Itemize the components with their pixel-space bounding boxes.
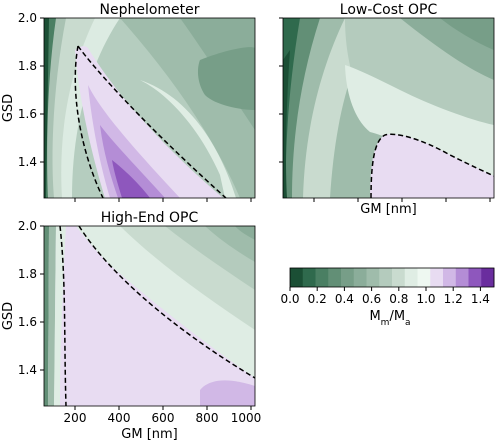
panel-low-cost-opc: Low-Cost OPC GM [ — [279, 2, 495, 217]
dashed-contour-1 — [370, 133, 494, 198]
x-axis-ticks — [74, 198, 252, 202]
y-tick-label: 1.8 — [18, 267, 37, 281]
colorbar-ticks: 0.0 0.2 0.4 0.6 0.8 1.0 1.2 1.4 — [280, 287, 490, 306]
colorbar-tick-label: 0.4 — [335, 292, 354, 306]
colorbar-cell — [443, 268, 457, 287]
colorbar-cell — [341, 268, 355, 287]
colorbar-cell — [290, 268, 304, 287]
colorbar-cell — [404, 268, 418, 287]
y-tick-label: 1.6 — [18, 107, 37, 121]
y-axis: 2.0 1.8 1.6 1.4 GSD — [1, 11, 44, 169]
colorbar-cell — [392, 268, 406, 287]
x-tick-label: 400 — [108, 411, 131, 425]
dashed-contour-1 — [74, 45, 104, 198]
x-tick-label: 1000 — [231, 411, 262, 425]
colorbar-tick-label: 0.2 — [308, 292, 327, 306]
colorbar-frame — [289, 267, 495, 288]
y-tick-label: 2.0 — [18, 219, 37, 233]
panel-high-end-opc: High-End OPC 2.0 1.8 1.6 1.4 GSD — [1, 210, 261, 442]
x-axis-label: GM [nm] — [360, 202, 416, 217]
colorbar: 0.0 0.2 0.4 0.6 0.8 1.0 1.2 1.4 Mm/Ma — [280, 267, 495, 328]
y-axis-label: GSD — [1, 302, 16, 330]
colorbar-tick-label: 0.8 — [389, 292, 408, 306]
dashed-contour-1 — [59, 226, 67, 406]
colorbar-cell — [315, 268, 329, 287]
colorbar-label: Mm/Ma — [369, 309, 410, 328]
colorbar-tick-label: 1.4 — [471, 292, 490, 306]
colorbar-cell — [379, 268, 393, 287]
panel-title: High-End OPC — [101, 210, 199, 226]
colorbar-tick-label: 0.0 — [280, 292, 299, 306]
colorbar-cell — [302, 268, 316, 287]
y-axis-label: GSD — [1, 94, 16, 122]
contour-fill — [44, 226, 255, 406]
axes-frame — [43, 17, 256, 199]
panel-title: Nephelometer — [99, 2, 199, 18]
y-axis: 2.0 1.8 1.6 1.4 GSD — [1, 219, 44, 377]
contour-fill — [44, 18, 255, 198]
x-axis-label: GM [nm] — [121, 427, 177, 442]
colorbar-tick-label: 0.6 — [362, 292, 381, 306]
x-tick-label: 200 — [64, 411, 87, 425]
y-axis-ticks — [279, 17, 283, 163]
axes-frame — [282, 17, 495, 199]
x-tick-label: 600 — [152, 411, 175, 425]
axes-frame — [43, 225, 256, 407]
colorbar-cell — [468, 268, 482, 287]
x-axis: 200 400 600 800 1000 GM [nm] — [64, 406, 262, 442]
colorbar-tick-label: 1.2 — [444, 292, 463, 306]
y-tick-label: 1.4 — [18, 363, 37, 377]
y-tick-label: 1.8 — [18, 59, 37, 73]
y-tick-label: 1.4 — [18, 155, 37, 169]
colorbar-cell — [481, 268, 495, 287]
colorbar-cell — [328, 268, 342, 287]
colorbar-cell — [417, 268, 431, 287]
panel-title: Low-Cost OPC — [340, 2, 438, 18]
panel-nephelometer: Nephelometer 2.0 1.8 1 — [1, 2, 256, 202]
x-axis: GM [nm] — [313, 198, 491, 217]
colorbar-cells — [290, 268, 495, 287]
y-tick-label: 1.6 — [18, 315, 37, 329]
colorbar-cell — [430, 268, 444, 287]
x-tick-label: 800 — [196, 411, 219, 425]
dashed-contour-2 — [77, 45, 227, 198]
colorbar-cell — [455, 268, 469, 287]
colorbar-tick-label: 1.0 — [416, 292, 435, 306]
contour-fill — [283, 18, 494, 198]
colorbar-cell — [353, 268, 367, 287]
y-tick-label: 2.0 — [18, 11, 37, 25]
colorbar-cell — [366, 268, 380, 287]
